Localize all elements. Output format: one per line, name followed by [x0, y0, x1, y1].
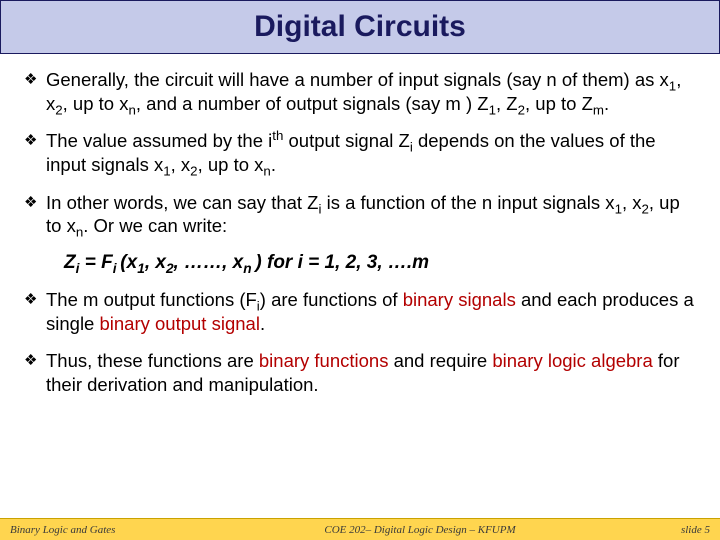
- bullet-1-text: Generally, the circuit will have a numbe…: [46, 68, 696, 115]
- footer-left: Binary Logic and Gates: [10, 524, 210, 536]
- slide-content: ❖ Generally, the circuit will have a num…: [0, 54, 720, 397]
- bullet-5: ❖ Thus, these functions are binary funct…: [24, 349, 696, 396]
- bullet-5-text: Thus, these functions are binary functio…: [46, 349, 696, 396]
- title-bar: Digital Circuits: [0, 0, 720, 54]
- formula: Zi = Fi (x1, x2, ……, xn ) for i = 1, 2, …: [64, 252, 696, 274]
- bullet-2-text: The value assumed by the ith output sign…: [46, 129, 696, 176]
- diamond-icon: ❖: [24, 191, 46, 238]
- bullet-4: ❖ The m output functions (Fi) are functi…: [24, 288, 696, 335]
- footer-right: slide 5: [630, 524, 710, 536]
- footer: Binary Logic and Gates COE 202– Digital …: [0, 518, 720, 540]
- bullet-3: ❖ In other words, we can say that Zi is …: [24, 191, 696, 238]
- slide-title: Digital Circuits: [254, 10, 466, 44]
- diamond-icon: ❖: [24, 349, 46, 396]
- bullet-2: ❖ The value assumed by the ith output si…: [24, 129, 696, 176]
- diamond-icon: ❖: [24, 68, 46, 115]
- diamond-icon: ❖: [24, 288, 46, 335]
- bullet-4-text: The m output functions (Fi) are function…: [46, 288, 696, 335]
- diamond-icon: ❖: [24, 129, 46, 176]
- bullet-1: ❖ Generally, the circuit will have a num…: [24, 68, 696, 115]
- bullet-3-text: In other words, we can say that Zi is a …: [46, 191, 696, 238]
- footer-center: COE 202– Digital Logic Design – KFUPM: [210, 524, 630, 536]
